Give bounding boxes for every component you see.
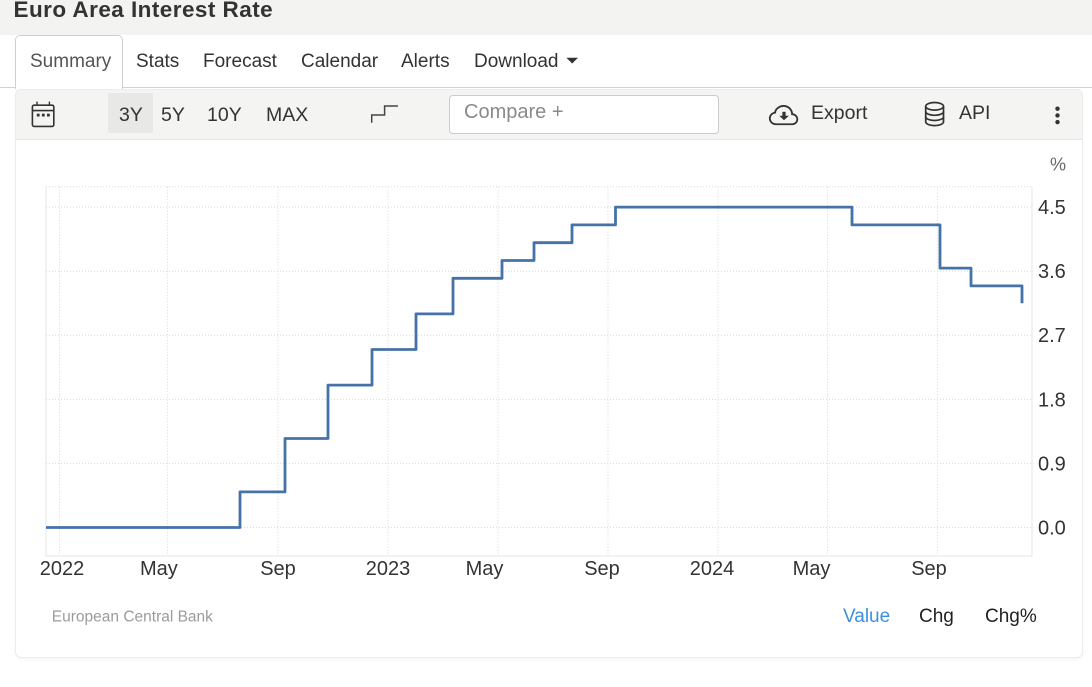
svg-text:Chg: Chg bbox=[919, 606, 954, 627]
svg-text:2022: 2022 bbox=[40, 558, 85, 580]
svg-text:Value: Value bbox=[843, 606, 890, 627]
svg-text:May: May bbox=[793, 558, 831, 580]
svg-text:2.7: 2.7 bbox=[1038, 325, 1066, 347]
svg-text:May: May bbox=[140, 558, 178, 580]
svg-text:Sep: Sep bbox=[911, 558, 947, 580]
svg-text:European Central Bank: European Central Bank bbox=[52, 608, 213, 625]
svg-text:Sep: Sep bbox=[260, 558, 296, 580]
svg-text:%: % bbox=[1050, 155, 1066, 175]
svg-text:1.8: 1.8 bbox=[1038, 389, 1066, 411]
svg-text:4.5: 4.5 bbox=[1038, 197, 1066, 219]
svg-text:Sep: Sep bbox=[584, 558, 620, 580]
svg-text:Chg%: Chg% bbox=[985, 606, 1037, 627]
svg-text:2023: 2023 bbox=[366, 558, 411, 580]
svg-text:0.0: 0.0 bbox=[1038, 518, 1066, 540]
svg-text:2024: 2024 bbox=[690, 558, 735, 580]
svg-text:0.9: 0.9 bbox=[1038, 453, 1066, 475]
svg-text:3.6: 3.6 bbox=[1038, 261, 1066, 283]
svg-text:May: May bbox=[466, 558, 504, 580]
